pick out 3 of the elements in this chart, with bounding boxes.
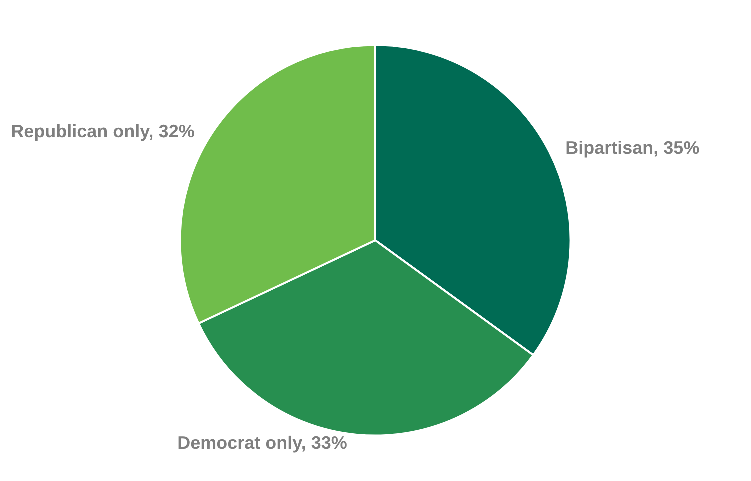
slice-label: Bipartisan, 35% [566,138,700,158]
slice-label: Democrat only, 33% [178,432,348,453]
slice-label: Republican only, 32% [11,122,195,142]
